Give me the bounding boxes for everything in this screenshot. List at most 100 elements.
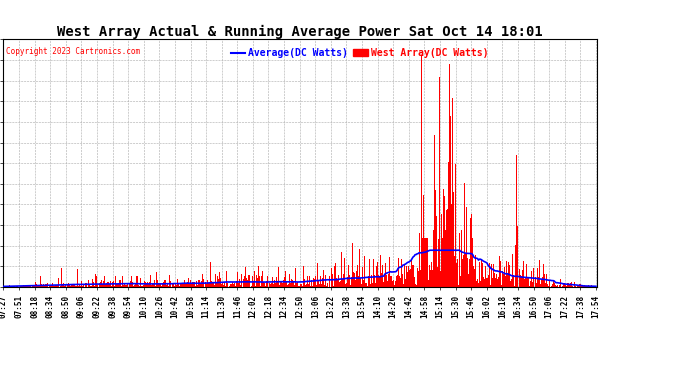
Bar (462, 260, 463, 287)
Bar (450, 116, 451, 287)
Bar (364, 285, 366, 287)
Bar (164, 280, 165, 287)
Bar (586, 285, 587, 287)
Bar (305, 285, 306, 287)
Bar (41, 284, 42, 287)
Bar (193, 282, 194, 287)
Bar (495, 278, 496, 287)
Bar (36, 284, 37, 287)
Bar (336, 278, 337, 287)
Bar (445, 230, 446, 287)
Bar (315, 276, 316, 287)
Bar (406, 266, 407, 287)
Bar (546, 274, 547, 287)
Bar (323, 270, 324, 287)
Bar (188, 278, 190, 287)
Bar (73, 285, 74, 287)
Bar (290, 279, 292, 287)
Bar (254, 271, 255, 287)
Bar (388, 274, 389, 287)
Bar (130, 276, 132, 287)
Bar (166, 285, 167, 287)
Bar (580, 284, 581, 287)
Bar (264, 283, 265, 287)
Bar (492, 278, 493, 287)
Bar (322, 278, 323, 287)
Bar (480, 281, 481, 287)
Bar (168, 275, 170, 287)
Bar (199, 280, 200, 287)
Bar (22, 286, 23, 287)
Bar (226, 272, 227, 287)
Bar (145, 282, 146, 287)
Bar (300, 284, 301, 287)
Bar (397, 258, 399, 287)
Bar (10, 286, 12, 287)
Bar (370, 284, 371, 287)
Bar (339, 282, 340, 287)
Bar (587, 286, 588, 287)
Bar (392, 281, 393, 287)
Bar (102, 284, 103, 287)
Bar (331, 268, 333, 287)
Bar (553, 282, 554, 287)
Bar (140, 278, 141, 287)
Bar (373, 258, 374, 287)
Bar (175, 284, 176, 287)
Bar (107, 282, 108, 287)
Bar (590, 286, 591, 287)
Bar (9, 285, 10, 287)
Bar (456, 263, 457, 287)
Bar (394, 285, 395, 287)
Bar (565, 285, 566, 287)
Bar (60, 286, 61, 287)
Bar (301, 284, 302, 287)
Bar (407, 272, 408, 287)
Bar (214, 285, 215, 287)
Bar (570, 284, 571, 287)
Bar (308, 276, 310, 287)
Bar (191, 284, 193, 287)
Bar (159, 284, 160, 287)
Bar (422, 238, 423, 287)
Bar (367, 286, 368, 287)
Bar (265, 286, 266, 287)
Bar (438, 240, 440, 287)
Bar (75, 286, 76, 287)
Bar (481, 259, 482, 287)
Bar (424, 238, 425, 287)
Bar (161, 286, 162, 287)
Bar (358, 276, 359, 287)
Bar (351, 277, 352, 287)
Bar (209, 283, 210, 287)
Bar (148, 284, 149, 287)
Bar (469, 259, 470, 287)
Bar (139, 286, 140, 287)
Bar (429, 266, 430, 287)
Bar (117, 284, 119, 287)
Bar (20, 286, 21, 287)
Bar (88, 280, 89, 287)
Bar (311, 268, 313, 287)
Bar (491, 264, 492, 287)
Bar (569, 285, 570, 287)
Bar (379, 277, 380, 287)
Bar (37, 286, 38, 287)
Bar (237, 283, 239, 287)
Bar (163, 282, 164, 287)
Bar (316, 285, 317, 287)
Bar (457, 258, 458, 287)
Bar (278, 267, 279, 287)
Bar (251, 286, 252, 287)
Bar (142, 286, 143, 287)
Bar (153, 284, 155, 287)
Bar (578, 286, 580, 287)
Bar (375, 284, 376, 287)
Bar (28, 286, 30, 287)
Bar (91, 286, 92, 287)
Bar (564, 284, 565, 287)
Bar (127, 284, 128, 287)
Bar (170, 281, 171, 287)
Bar (203, 279, 204, 287)
Bar (451, 98, 453, 287)
